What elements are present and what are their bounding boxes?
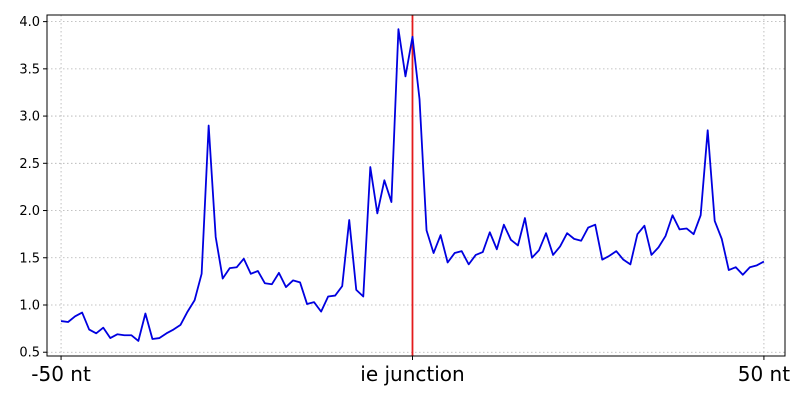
series-layer (60, 28, 765, 342)
x-tick-label: ie junction (360, 362, 464, 386)
y-tick-label: 3.5 (19, 62, 40, 77)
y-tick-label: 1.5 (19, 251, 40, 266)
y-tick-label: 2.5 (19, 157, 40, 172)
series-line (60, 28, 765, 342)
x-axis: -50 nt ie junction 50 nt (31, 356, 790, 386)
y-tick-label: 4.0 (19, 15, 40, 30)
plot-frame (46, 14, 786, 357)
y-axis: 0.5 1.0 1.5 2.0 2.5 3.0 3.5 4.0 (19, 15, 47, 361)
y-tick-label: 0.5 (19, 346, 40, 361)
y-tick-label: 1.0 (19, 298, 40, 313)
x-tick-label: -50 nt (31, 362, 91, 386)
y-tick-label: 2.0 (19, 204, 40, 219)
y-tick-label: 3.0 (19, 110, 40, 125)
x-tick-label: 50 nt (738, 362, 790, 386)
